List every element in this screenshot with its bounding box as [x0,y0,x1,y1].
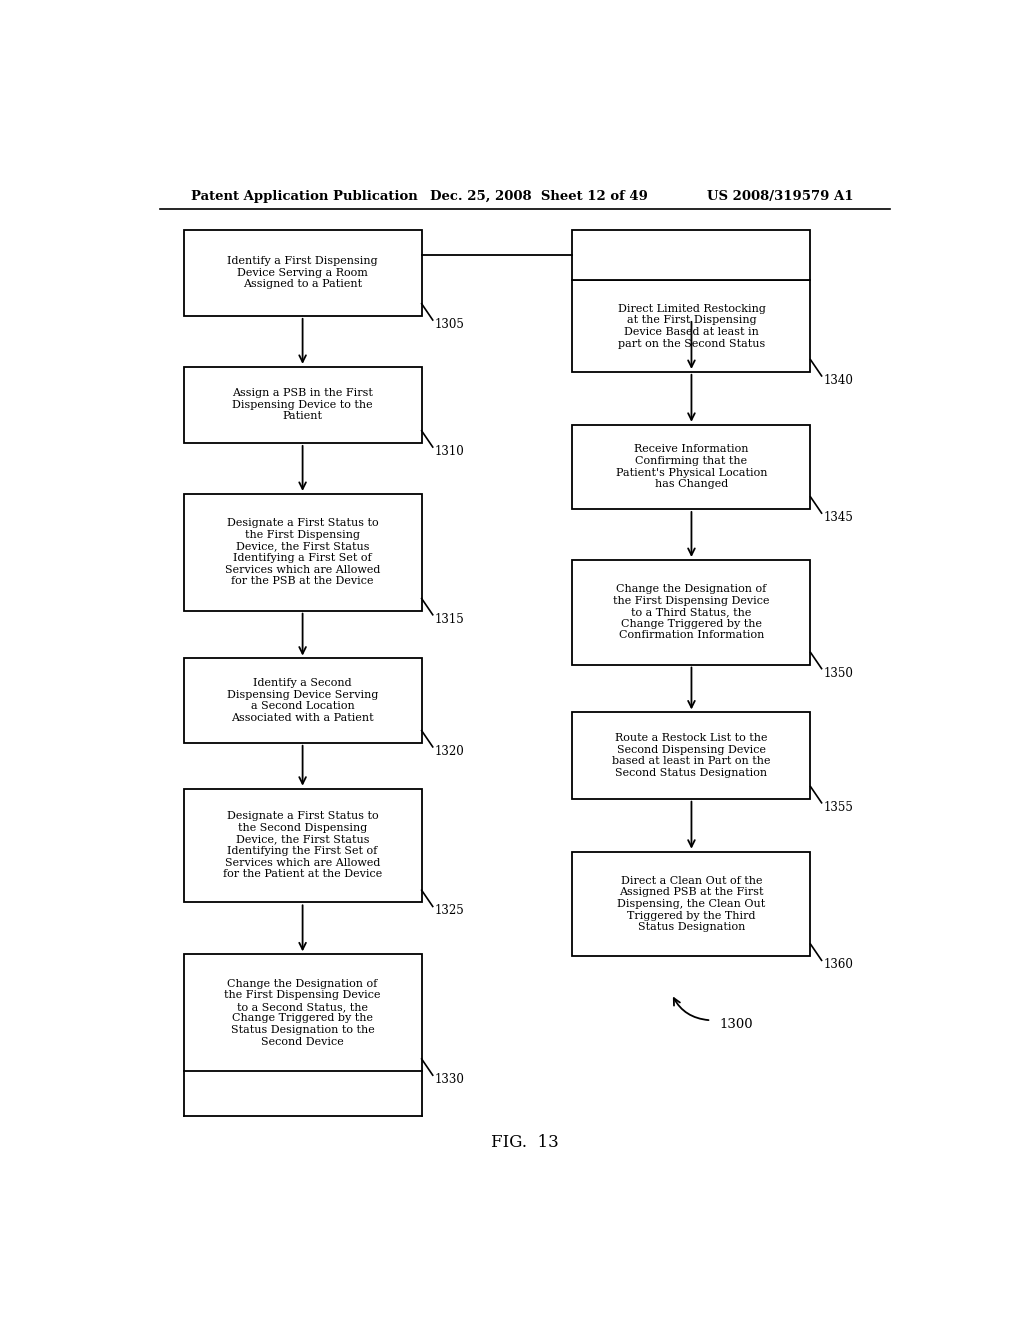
Text: Dec. 25, 2008  Sheet 12 of 49: Dec. 25, 2008 Sheet 12 of 49 [430,190,647,202]
Text: Direct Limited Restocking
at the First Dispensing
Device Based at least in
part : Direct Limited Restocking at the First D… [617,304,765,348]
Text: Receive Information
Confirming that the
Patient's Physical Location
has Changed: Receive Information Confirming that the … [615,445,767,490]
Text: 1325: 1325 [434,904,464,917]
Bar [572,851,811,956]
Text: Designate a First Status to
the Second Dispensing
Device, the First Status
Ident: Designate a First Status to the Second D… [223,812,382,879]
Bar [572,425,811,510]
Text: 1320: 1320 [434,744,464,758]
Text: 1360: 1360 [823,958,853,972]
Bar [183,788,422,903]
Bar [183,659,422,743]
Bar [183,494,422,611]
Text: 1330: 1330 [434,1073,464,1086]
Text: Direct a Clean Out of the
Assigned PSB at the First
Dispensing, the Clean Out
Tr: Direct a Clean Out of the Assigned PSB a… [617,875,766,932]
Text: 1350: 1350 [823,667,853,680]
Bar [183,367,422,444]
Text: 1340: 1340 [823,374,853,387]
Text: Change the Designation of
the First Dispensing Device
to a Second Status, the
Ch: Change the Designation of the First Disp… [224,978,381,1047]
Text: Route a Restock List to the
Second Dispensing Device
based at least in Part on t: Route a Restock List to the Second Dispe… [612,733,771,777]
Text: Patent Application Publication: Patent Application Publication [191,190,418,202]
Bar [572,560,811,664]
Bar [572,280,811,372]
Text: Identify a Second
Dispensing Device Serving
a Second Location
Associated with a : Identify a Second Dispensing Device Serv… [227,678,378,723]
Text: Identify a First Dispensing
Device Serving a Room
Assigned to a Patient: Identify a First Dispensing Device Servi… [227,256,378,289]
Text: Change the Designation of
the First Dispensing Device
to a Third Status, the
Cha: Change the Designation of the First Disp… [613,583,770,640]
Bar [572,230,811,280]
Text: Designate a First Status to
the First Dispensing
Device, the First Status
Identi: Designate a First Status to the First Di… [225,519,380,586]
Text: 1310: 1310 [434,445,464,458]
Bar [183,954,422,1071]
Text: 1315: 1315 [434,612,464,626]
Bar [572,713,811,799]
Text: 1305: 1305 [434,318,464,331]
Text: 1355: 1355 [823,801,853,813]
Text: FIG.  13: FIG. 13 [490,1134,559,1151]
Text: 1345: 1345 [823,511,853,524]
Text: Assign a PSB in the First
Dispensing Device to the
Patient: Assign a PSB in the First Dispensing Dev… [232,388,373,421]
Text: US 2008/319579 A1: US 2008/319579 A1 [708,190,854,202]
Bar [183,230,422,315]
Text: 1300: 1300 [719,1018,753,1031]
